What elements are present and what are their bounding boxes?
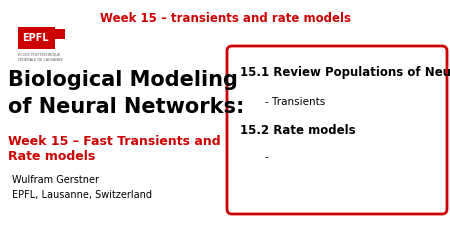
Text: Biological Modeling: Biological Modeling	[8, 70, 238, 90]
Text: Rate models: Rate models	[8, 149, 95, 162]
Text: ÉCOLE POLYTECHNIQUE
FÉDÉRALE DE LAUSANNE: ÉCOLE POLYTECHNIQUE FÉDÉRALE DE LAUSANNE	[18, 53, 63, 62]
Text: 15.2 Rate models: 15.2 Rate models	[240, 123, 356, 137]
Text: 15.1 Review Populations of Neurons: 15.1 Review Populations of Neurons	[240, 66, 450, 79]
Text: EPFL: EPFL	[22, 33, 49, 43]
Text: -: -	[252, 151, 269, 161]
Text: of Neural Networks:: of Neural Networks:	[8, 97, 244, 116]
Bar	[55, 28, 73, 50]
FancyBboxPatch shape	[227, 47, 447, 214]
Text: EPFL, Lausanne, Switzerland: EPFL, Lausanne, Switzerland	[12, 189, 152, 199]
Text: Week 15 – transients and rate models: Week 15 – transients and rate models	[99, 12, 351, 25]
Text: Week 15 – Fast Transients and: Week 15 – Fast Transients and	[8, 135, 220, 147]
Bar	[18, 28, 73, 50]
Bar	[55, 30, 65, 40]
Text: Wulfram Gerstner: Wulfram Gerstner	[12, 174, 99, 184]
Text: - Transients: - Transients	[252, 97, 325, 107]
